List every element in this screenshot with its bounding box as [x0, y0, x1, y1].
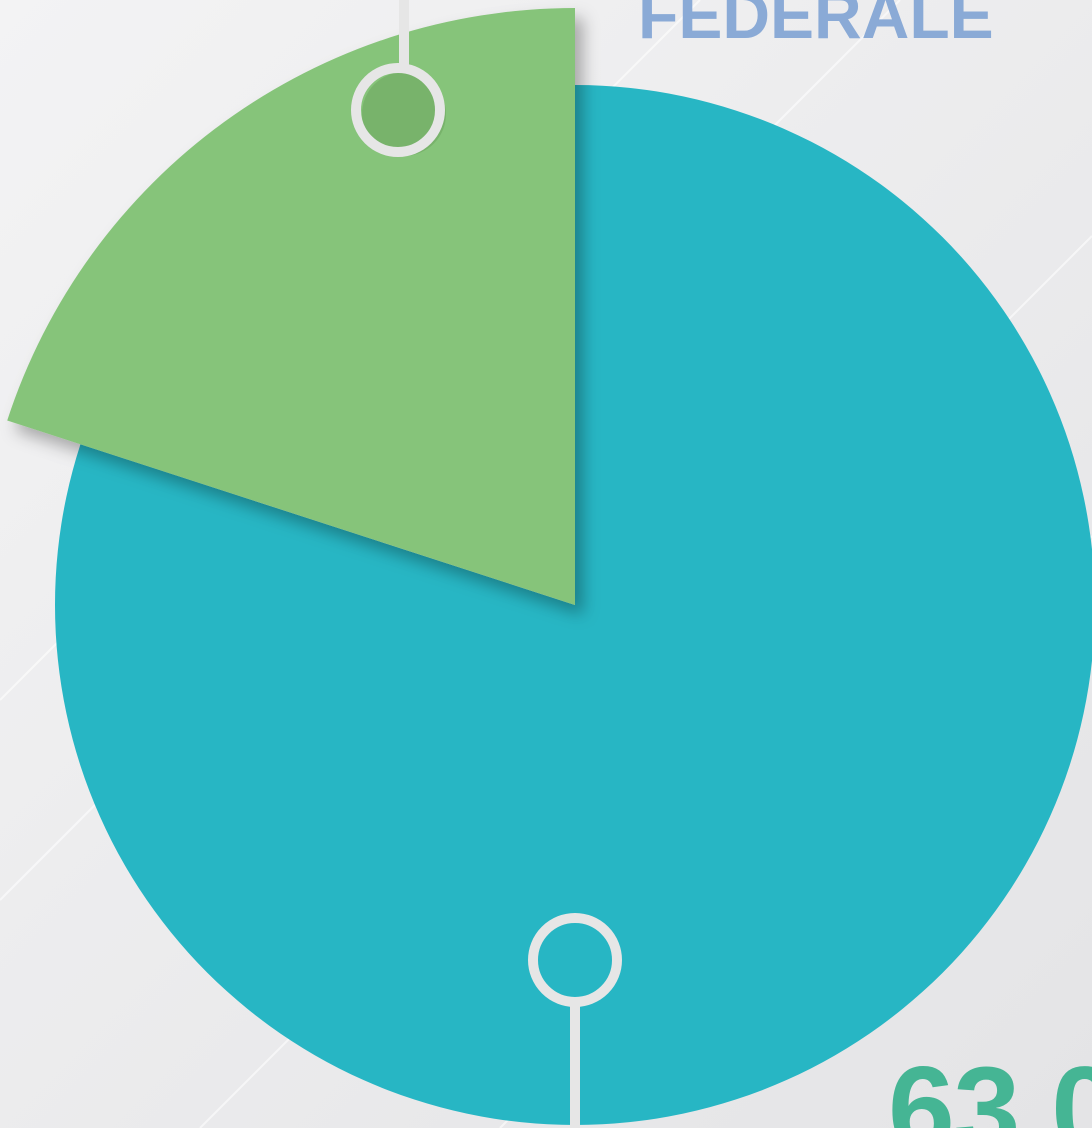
pie-slice: [7, 8, 576, 605]
pie-slice: [55, 85, 1092, 1125]
title: FEDERALE: [638, 0, 994, 52]
pie: [7, 8, 1092, 1125]
markers: [351, 0, 622, 1128]
figure: 63 0: [888, 1042, 1092, 1128]
